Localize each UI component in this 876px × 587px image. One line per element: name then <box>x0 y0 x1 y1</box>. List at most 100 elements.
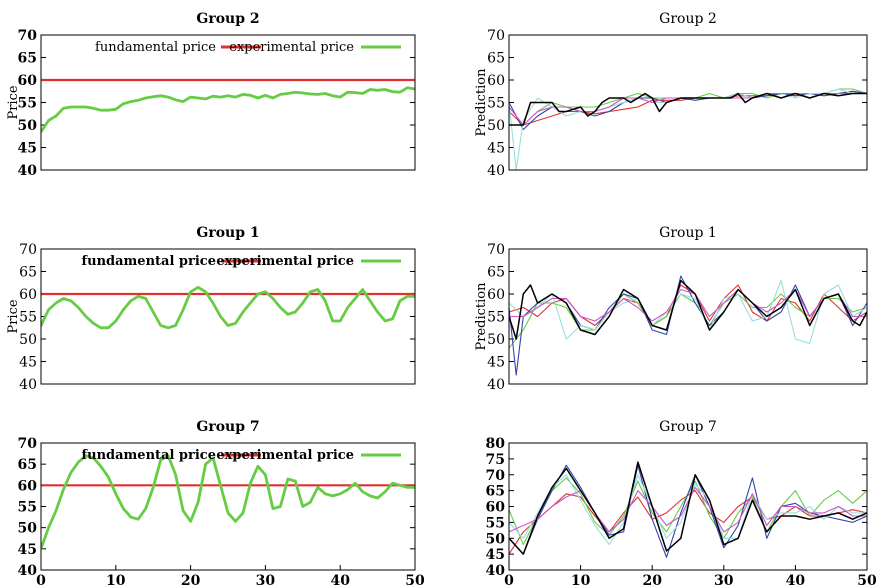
y-tick-label: 45 <box>487 355 505 371</box>
y-tick-label: 55 <box>18 500 37 516</box>
x-tick-label: 30 <box>714 573 734 587</box>
y-tick-label: 50 <box>487 118 505 134</box>
y-tick-label: 60 <box>18 73 38 89</box>
chart-panel-5: Group 7 40 45 50 55 60 65 70 0 10 20 30 40 50 fundamen… <box>18 419 425 587</box>
series-group <box>509 461 867 558</box>
series-line-5 <box>509 288 867 322</box>
x-tick-label: 20 <box>642 573 662 587</box>
y-tick-label: 60 <box>487 287 505 303</box>
y-axis-label: Price <box>6 85 21 119</box>
y-tick-label: 70 <box>18 28 38 44</box>
y-tick-label: 55 <box>486 515 505 531</box>
y-axis-label: Price <box>6 299 21 333</box>
y-tick-label: 70 <box>19 242 37 258</box>
series-line-2 <box>509 293 867 349</box>
chart-title: Group 7 <box>659 419 717 435</box>
y-tick-label: 50 <box>18 521 38 537</box>
chart-panel-2: Group 2 Prediction 40 45 50 55 60 65 70 <box>474 11 868 179</box>
series-line-4 <box>509 279 867 345</box>
x-tick-label: 0 <box>504 573 514 587</box>
y-tick-label: 60 <box>487 73 505 89</box>
chart-title: Group 1 <box>659 225 717 241</box>
chart-title: Group 2 <box>196 11 259 27</box>
y-tick-label: 55 <box>19 310 37 326</box>
series-group <box>509 275 867 376</box>
legend-label-1: fundamental price <box>82 254 216 269</box>
y-axis-label: Prediction <box>474 282 489 351</box>
series-group <box>41 454 415 551</box>
legend-label-2: experimental price <box>216 448 354 463</box>
y-tick-label: 50 <box>486 531 506 547</box>
y-tick-label: 60 <box>19 287 37 303</box>
y-tick-label: 65 <box>18 51 37 67</box>
plot-frame <box>40 442 416 571</box>
y-tick-label: 55 <box>18 96 37 112</box>
chart-panel-3: Group 1 Price 40 45 50 55 60 65 70 fundamental pr… <box>6 225 416 393</box>
series-line-3 <box>509 275 867 376</box>
y-tick-label: 50 <box>18 118 38 134</box>
series-group <box>509 88 867 170</box>
legend-label-2: experimental price <box>229 40 354 55</box>
series-line-6 <box>509 92 867 126</box>
y-tick-label: 70 <box>487 242 505 258</box>
y-axis-label: Prediction <box>474 68 489 137</box>
chart-title: Group 7 <box>196 419 259 435</box>
y-tick-label: 40 <box>487 163 505 179</box>
y-tick-label: 55 <box>487 310 505 326</box>
series-group <box>41 78 415 134</box>
x-tick-label: 10 <box>571 573 591 587</box>
series-line-6 <box>509 279 867 340</box>
y-tick-label: 80 <box>486 436 506 452</box>
series-line-5 <box>509 486 867 533</box>
series-line-4 <box>509 88 867 170</box>
series-line-2 <box>41 86 415 134</box>
y-tick-label: 60 <box>486 500 506 516</box>
x-tick-label: 0 <box>36 573 46 587</box>
y-tick-label: 45 <box>19 355 37 371</box>
y-tick-label: 50 <box>19 332 37 348</box>
chart-title: Group 1 <box>196 225 259 241</box>
y-tick-label: 40 <box>18 563 38 579</box>
y-tick-label: 65 <box>19 265 37 281</box>
chart-panel-4: Group 1 Prediction 40 45 50 55 60 65 70 <box>474 225 868 393</box>
y-tick-label: 40 <box>486 563 506 579</box>
y-tick-label: 40 <box>487 377 505 393</box>
series-line-2 <box>41 454 415 551</box>
y-tick-label: 65 <box>487 51 505 67</box>
series-line-2 <box>509 477 867 546</box>
series-line-2 <box>41 285 415 330</box>
y-tick-label: 40 <box>19 377 37 393</box>
legend-label-1: fundamental price <box>82 448 216 463</box>
y-tick-label: 45 <box>486 547 505 563</box>
x-tick-label: 30 <box>256 573 276 587</box>
y-tick-label: 60 <box>18 478 38 494</box>
x-tick-label: 20 <box>181 573 201 587</box>
chart-panel-1: Group 2 Price 40 45 50 55 60 65 70 fundamental pr… <box>6 11 416 179</box>
y-tick-label: 70 <box>487 28 505 44</box>
plot-frame <box>508 442 868 571</box>
legend-label-1: fundamental price <box>95 40 216 55</box>
y-tick-label: 55 <box>487 96 505 112</box>
plot-frame <box>40 34 416 171</box>
y-tick-label: 75 <box>486 452 505 468</box>
legend-label-2: experimental price <box>216 254 354 269</box>
chart-title: Group 2 <box>659 11 717 27</box>
x-tick-label: 40 <box>330 573 350 587</box>
plot-frame <box>40 248 416 385</box>
y-tick-label: 40 <box>18 163 38 179</box>
y-tick-label: 45 <box>487 141 505 157</box>
y-tick-label: 65 <box>486 484 505 500</box>
plot-frame <box>508 248 868 385</box>
plot-frame <box>508 34 868 171</box>
series-group <box>41 285 415 330</box>
series-line-1 <box>509 490 867 555</box>
y-tick-label: 70 <box>18 436 38 452</box>
y-tick-label: 50 <box>487 332 505 348</box>
y-tick-label: 45 <box>18 141 37 157</box>
y-tick-label: 65 <box>18 457 37 473</box>
x-tick-label: 10 <box>106 573 126 587</box>
x-tick-label: 40 <box>786 573 806 587</box>
series-line-6 <box>509 461 867 555</box>
